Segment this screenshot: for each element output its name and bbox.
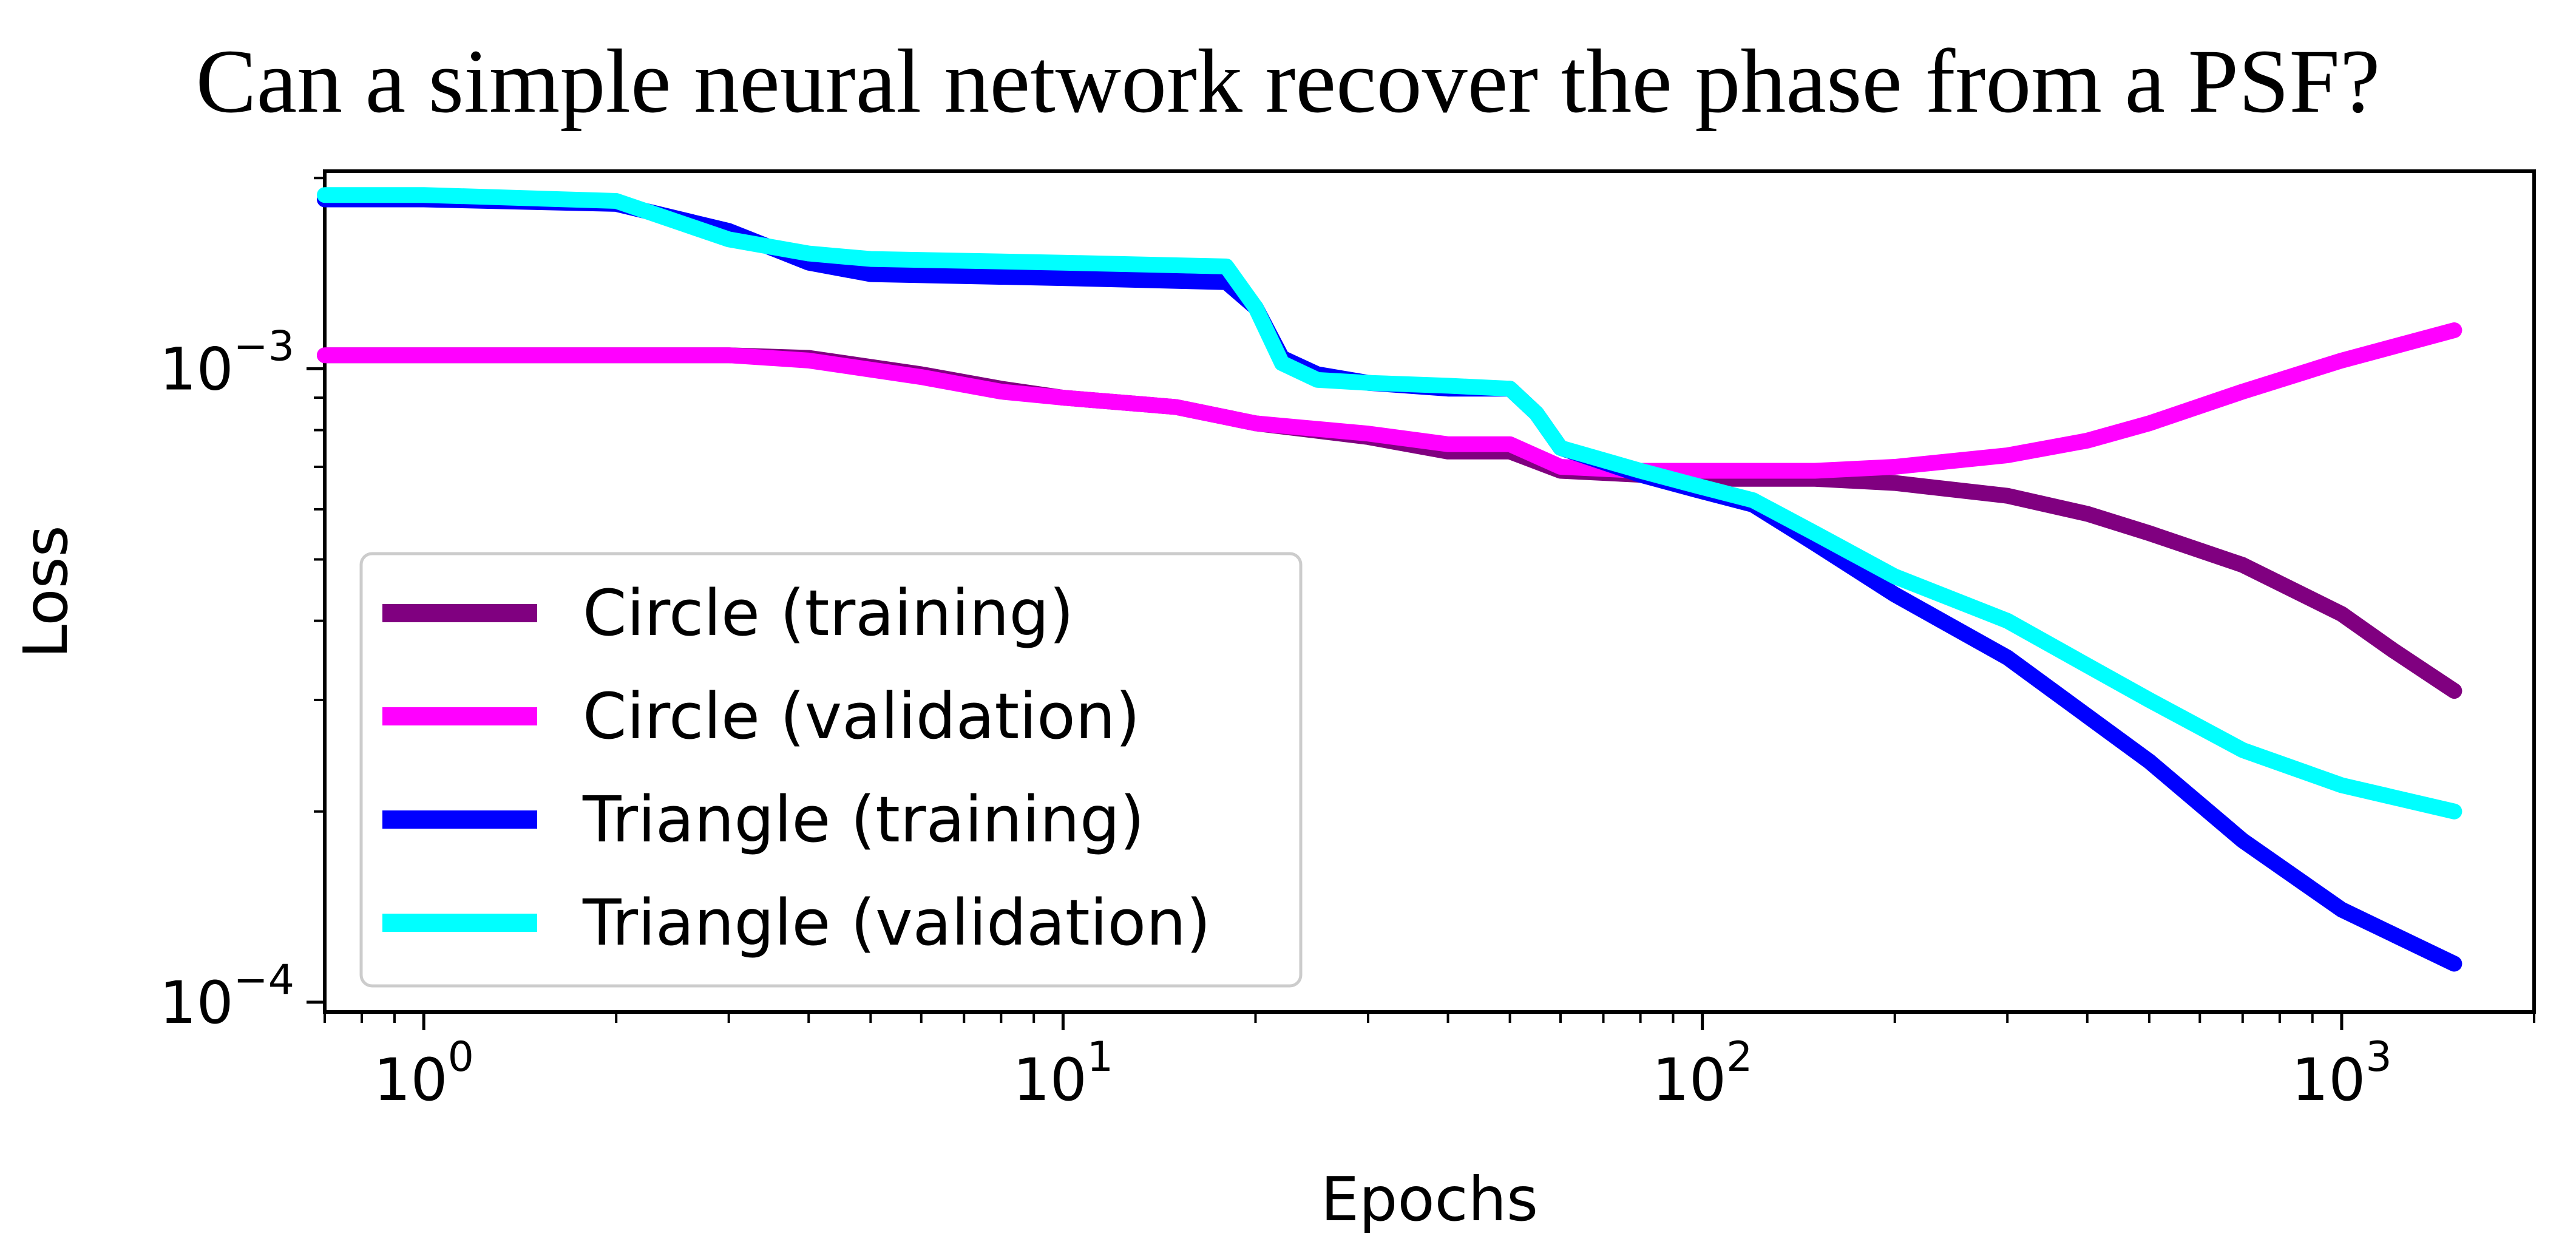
series-line-2 [317, 322, 2462, 479]
x-tick-label: 103 [2291, 1033, 2391, 1114]
y-tick-label: 10−4 [160, 956, 294, 1037]
x-tick-label: 100 [373, 1033, 473, 1114]
y-axis-label: Loss [10, 525, 81, 658]
legend-label: Triangle (training) [582, 783, 1145, 857]
x-tick-label: 102 [1652, 1033, 1752, 1114]
legend-label: Circle (training) [583, 576, 1074, 650]
legend: Circle (training) Circle (validation) Tria… [359, 552, 1303, 988]
y-axis-ticks: 10−3 10−4 [160, 177, 325, 1037]
series-layer [317, 187, 2462, 972]
plot-area-frame [323, 169, 2536, 1014]
x-axis-label: Epochs [1321, 1164, 1538, 1235]
x-axis-ticks: 100 101 102 103 [324, 1012, 2535, 1114]
chart-title: Can a simple neural network recover the … [195, 31, 2381, 132]
legend-label: Circle (validation) [583, 679, 1140, 753]
y-tick-label: 10−3 [160, 322, 294, 403]
legend-label: Triangle (validation) [582, 886, 1211, 960]
x-tick-label: 101 [1013, 1033, 1113, 1114]
series-line-4 [317, 187, 2462, 820]
legend-box [359, 552, 1303, 988]
